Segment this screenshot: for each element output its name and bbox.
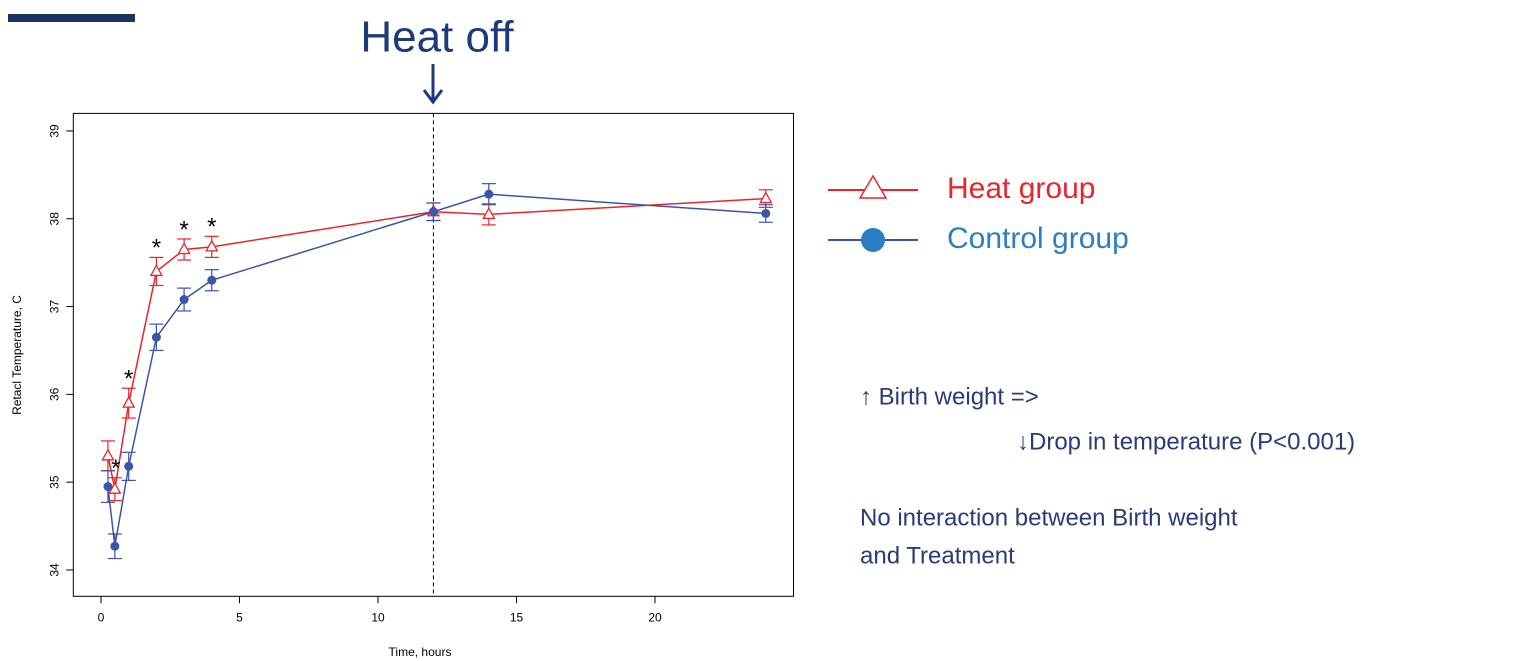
marker (103, 482, 113, 492)
marker (205, 239, 219, 252)
marker (761, 208, 771, 218)
y-tick-label: 36 (47, 387, 61, 401)
significance-mark: * (111, 455, 120, 482)
note: ↑ Birth weight => (860, 383, 1039, 410)
marker (759, 191, 773, 204)
x-tick-label: 15 (510, 610, 524, 624)
marker (122, 395, 136, 408)
legend-label: Heat group (947, 172, 1095, 205)
significance-mark: * (152, 235, 161, 262)
y-tick-label: 35 (47, 475, 61, 489)
legend-label: Control group (947, 222, 1129, 255)
y-tick-label: 39 (47, 124, 61, 138)
marker (484, 189, 494, 199)
note: and Treatment (860, 542, 1015, 569)
legend-marker (861, 228, 885, 252)
decor-bar (8, 14, 135, 22)
significance-mark: * (124, 366, 133, 393)
x-tick-label: 5 (236, 610, 243, 624)
marker (482, 207, 496, 220)
legend-marker (858, 174, 888, 199)
marker (110, 541, 120, 551)
y-axis-label: Retacl Temperature, C (10, 295, 24, 415)
series-line (107, 197, 766, 490)
marker (428, 207, 438, 217)
x-tick-label: 20 (648, 610, 662, 624)
note: ↓Drop in temperature (P<0.001) (1017, 428, 1355, 455)
marker (101, 448, 115, 461)
marker (124, 461, 134, 471)
x-tick-label: 0 (98, 610, 105, 624)
heat-off-arrow (422, 64, 444, 105)
significance-mark: * (179, 216, 188, 243)
y-tick-label: 34 (47, 563, 61, 577)
chart-title: Heat off (360, 13, 514, 62)
marker (177, 242, 191, 255)
y-tick-label: 38 (47, 212, 61, 226)
y-tick-label: 37 (47, 300, 61, 314)
note: No interaction between Birth weight (860, 504, 1238, 531)
marker (179, 295, 189, 305)
marker (149, 264, 163, 277)
marker (207, 275, 217, 285)
significance-mark: * (207, 214, 216, 241)
marker (151, 332, 161, 342)
x-tick-label: 10 (371, 610, 385, 624)
x-axis-label: Time, hours (389, 645, 452, 659)
